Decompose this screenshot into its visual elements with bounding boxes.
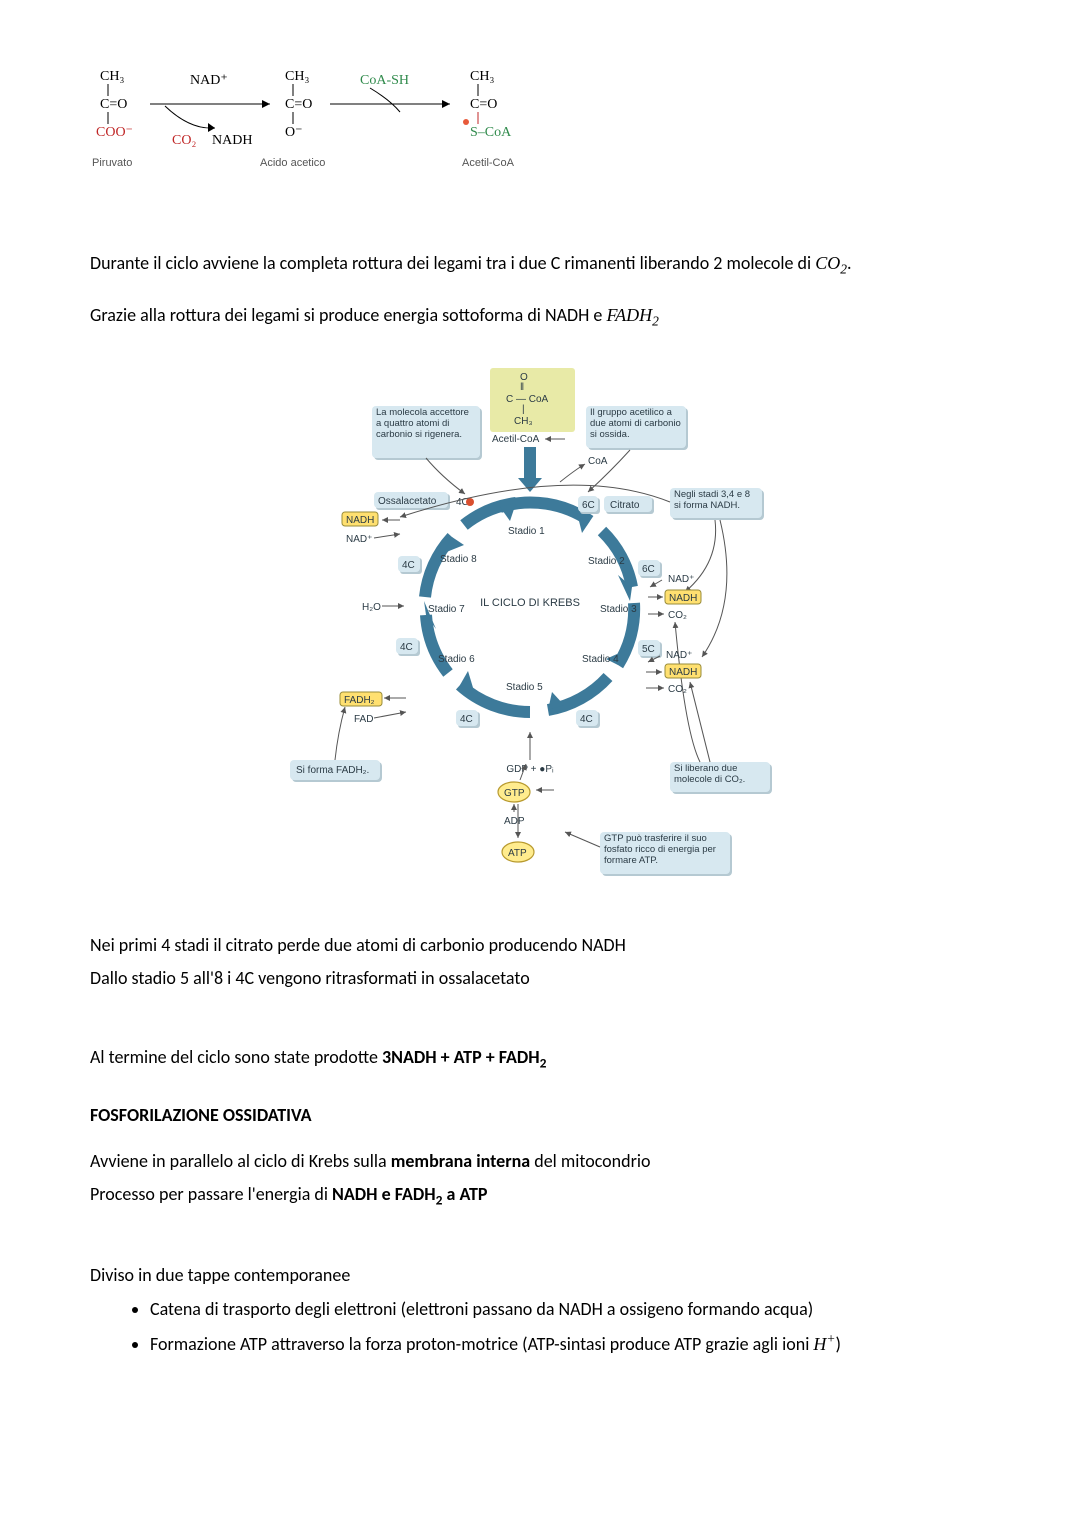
co2-symbol: CO: [815, 253, 840, 273]
svg-text:NADH: NADH: [669, 667, 697, 678]
paragraph-2: Grazie alla rottura dei legami si produc…: [90, 302, 990, 332]
note-right: Negli stadi 3,4 e 8 si forma NADH.: [670, 488, 764, 520]
mol2-o: O⁻: [285, 125, 303, 140]
svg-text:GDP + ●Pᵢ: GDP + ●Pᵢ: [506, 764, 554, 775]
svg-text:NADH: NADH: [346, 515, 374, 526]
stadio-4: Stadio 4: [582, 654, 619, 665]
bullet-2: Formazione ATP attraverso la forza proto…: [150, 1328, 990, 1359]
mol1-name: Piruvato: [92, 157, 132, 169]
svg-text:4C: 4C: [460, 714, 473, 725]
svg-text:H₂O: H₂O: [362, 602, 381, 613]
nadh-out-label: NADH: [212, 133, 252, 148]
note-gtp: GTP può trasferire il suo fosfato ricco …: [600, 832, 732, 876]
mol1-co: C=O: [100, 97, 127, 112]
bullet-2-a: Formazione ATP attraverso la forza proto…: [150, 1333, 813, 1355]
citrato-box: Citrato: [610, 500, 640, 511]
nad-plus-label: NAD⁺: [190, 73, 228, 88]
svg-text:FADH₂: FADH₂: [344, 695, 375, 706]
products-sub: 2: [540, 1054, 547, 1071]
mol1-ch3: CH₃: [100, 70, 124, 84]
paragraph-6: Avviene in parallelo al ciclo di Krebs s…: [90, 1148, 990, 1175]
a-atp-bold: a ATP: [442, 1183, 487, 1205]
paragraph-6-c: del mitocondrio: [530, 1150, 650, 1172]
svg-text:4C: 4C: [402, 560, 415, 571]
note-top-left: La molecola accettore a quattro atomi di…: [372, 406, 482, 460]
mol2-co: C=O: [285, 97, 312, 112]
membrana-bold: membrana interna: [391, 1150, 530, 1172]
paragraph-2-text: Grazie alla rottura dei legami si produc…: [90, 304, 606, 326]
svg-text:ADP: ADP: [504, 816, 525, 827]
acetyl-coa-label: Acetil-CoA: [492, 434, 540, 445]
bullet-1: Catena di trasporto degli elettroni (ele…: [150, 1295, 990, 1324]
note-co2-liberano: Si liberano due molecole di CO₂.: [670, 762, 772, 794]
acetyl-dbond: ‖: [520, 382, 524, 393]
ossalacetato-box: Ossalacetato: [378, 496, 437, 507]
paragraph-7: Processo per passare l'energia di NADH e…: [90, 1181, 990, 1211]
svg-text:4C: 4C: [580, 714, 593, 725]
mol3-co: C=O: [470, 97, 497, 112]
paragraph-3: Nei primi 4 stadi il citrato perde due a…: [90, 932, 990, 959]
acetyl-bond: |: [522, 404, 525, 415]
svg-text:NAD⁺: NAD⁺: [666, 650, 692, 661]
mol1-coo: COO⁻: [96, 125, 133, 140]
fadh-sub: 2: [652, 313, 659, 328]
svg-text:FAD: FAD: [354, 714, 373, 725]
svg-text:NAD⁺: NAD⁺: [346, 534, 372, 545]
coa-out: CoA: [588, 456, 608, 467]
acetyl-c-coa: C — CoA: [506, 394, 549, 405]
heading-fosforilazione: FOSFORILAZIONE OSSIDATIVA: [90, 1104, 990, 1126]
paragraph-1-end: .: [847, 252, 852, 274]
svg-text:ATP: ATP: [508, 848, 527, 859]
products-bold: 3NADH + ATP + FADH: [382, 1046, 540, 1068]
pyruvate-reaction-diagram: CH₃ C=O COO⁻ Piruvato NAD⁺ CO₂ NADH CH₃ …: [90, 70, 550, 190]
mol2-name: Acido acetico: [260, 157, 325, 169]
svg-text:GTP: GTP: [504, 788, 525, 799]
stadio-7: Stadio 7: [428, 604, 465, 615]
mol3-ch3: CH₃: [470, 70, 494, 84]
co2-out-label: CO₂: [172, 133, 196, 148]
paragraph-1: Durante il ciclo avviene la completa rot…: [90, 250, 990, 280]
paragraph-7-a: Processo per passare l'energia di: [90, 1183, 332, 1205]
mol3-scoa: S–CoA: [470, 125, 512, 140]
paragraph-4: Dallo stadio 5 all'8 i 4C vengono ritras…: [90, 965, 990, 992]
stadio-1: Stadio 1: [508, 526, 545, 537]
stadio-3: Stadio 3: [600, 604, 637, 615]
paragraph-6-a: Avviene in parallelo al ciclo di Krebs s…: [90, 1150, 391, 1172]
nadh-fadh-bold: NADH e FADH: [332, 1183, 436, 1205]
mol3-name: Acetil-CoA: [462, 157, 515, 169]
h-sup: +: [826, 1331, 835, 1346]
krebs-cycle-diagram: O ‖ C — CoA | CH₃ Acetil-CoA La molecola…: [270, 362, 810, 892]
mol2-ch3: CH₃: [285, 70, 309, 84]
note-top-right: Il gruppo acetilico a due atomi di carbo…: [586, 406, 688, 450]
paragraph-8: Diviso in due tappe contemporanee: [90, 1262, 990, 1289]
stadio-5: Stadio 5: [506, 682, 543, 693]
krebs-title: IL CICLO DI KREBS: [480, 597, 580, 609]
svg-text:CO₂: CO₂: [668, 684, 687, 695]
bullet-2-d: ): [836, 1333, 841, 1355]
stadio-8: Stadio 8: [440, 554, 477, 565]
paragraph-1-text: Durante il ciclo avviene la completa rot…: [90, 252, 815, 274]
paragraph-5: Al termine del ciclo sono state prodotte…: [90, 1044, 990, 1074]
svg-text:NADH: NADH: [669, 593, 697, 604]
acetyl-ch3: CH₃: [514, 416, 533, 427]
svg-text:5C: 5C: [642, 644, 655, 655]
h-symbol: H: [813, 1334, 826, 1354]
stadio-2: Stadio 2: [588, 556, 625, 567]
svg-text:CO₂: CO₂: [668, 610, 687, 621]
svg-text:6C: 6C: [582, 500, 595, 511]
svg-text:NAD⁺: NAD⁺: [668, 574, 694, 585]
svg-text:6C: 6C: [642, 564, 655, 575]
stadio-6: Stadio 6: [438, 654, 475, 665]
paragraph-5-text: Al termine del ciclo sono state prodotte: [90, 1046, 382, 1068]
svg-text:4C: 4C: [400, 642, 413, 653]
coash-label: CoA-SH: [360, 73, 409, 88]
svg-text:Si forma FADH₂.: Si forma FADH₂.: [296, 765, 369, 776]
bullet-list: Catena di trasporto degli elettroni (ele…: [150, 1295, 990, 1359]
note-fadh2: Si forma FADH₂.: [290, 760, 382, 782]
co2-sub: 2: [840, 262, 847, 277]
fadh-symbol: FADH: [606, 305, 652, 325]
